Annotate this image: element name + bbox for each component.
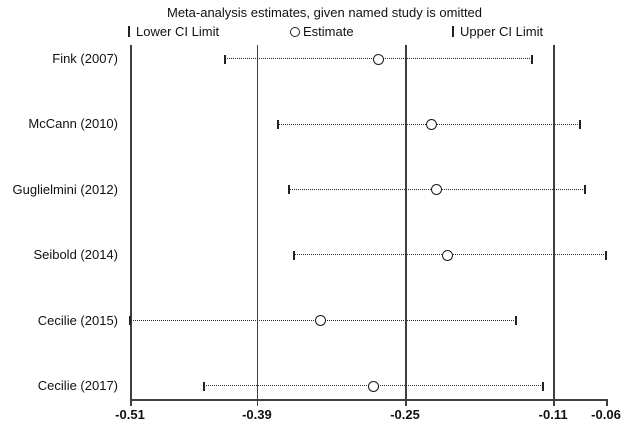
ci-cap-lower — [277, 119, 280, 129]
estimate-marker — [314, 315, 326, 327]
ci-cap-lower — [287, 185, 290, 195]
ci-cap-upper — [578, 119, 581, 129]
x-axis-tick — [130, 400, 132, 406]
study-label: Cecilie (2017) — [37, 378, 118, 393]
estimate-marker — [425, 118, 437, 130]
estimate-marker — [431, 184, 443, 196]
study-label: Seibold (2014) — [33, 247, 118, 263]
legend-estimate: Estimate — [290, 24, 354, 39]
legend-lower-ci: Lower CI Limit — [128, 24, 219, 39]
estimate-marker — [373, 53, 385, 65]
estimate-marker — [441, 249, 453, 261]
legend-upper-ci: Upper CI Limit — [452, 24, 543, 39]
estimate-marker — [367, 380, 379, 392]
ci-cap-lower — [224, 54, 227, 64]
ci-cap-upper — [541, 381, 544, 391]
plot-left-frame-line — [130, 45, 132, 399]
study-label: McCann (2010) — [28, 116, 118, 132]
estimate-circle-icon — [290, 26, 300, 37]
x-axis-tick-label: -0.06 — [591, 407, 621, 422]
study-label: Guglielmini (2012) — [12, 181, 119, 197]
ci-cap-upper — [530, 54, 533, 64]
ci-cap-upper — [583, 185, 586, 195]
ci-cap-upper — [605, 250, 607, 260]
reference-line-overall-estimate — [405, 45, 407, 399]
x-axis-tick — [606, 400, 608, 406]
ci-cap-lower — [203, 381, 206, 391]
x-axis-tick-label: -0.39 — [242, 407, 272, 422]
x-axis-tick — [256, 400, 259, 406]
x-axis-tick — [553, 400, 555, 406]
x-axis-tick-label: -0.11 — [538, 407, 568, 422]
x-axis-line — [130, 399, 608, 401]
legend-upper-label: Upper CI Limit — [460, 24, 544, 39]
legend-lower-label: Lower CI Limit — [136, 24, 220, 39]
reference-line-overall-lower-ci — [256, 45, 259, 399]
upper-ci-cap-icon — [452, 26, 454, 37]
reference-line-overall-upper-ci — [553, 45, 555, 399]
ci-cap-lower — [129, 316, 131, 326]
x-axis-tick-label: -0.25 — [390, 407, 420, 422]
study-label: Cecilie (2015) — [37, 312, 118, 328]
x-axis-tick-label: -0.51 — [115, 407, 145, 422]
legend-estimate-label: Estimate — [303, 24, 354, 39]
lower-ci-cap-icon — [128, 26, 130, 37]
ci-cap-upper — [515, 316, 518, 326]
chart-title: Meta-analysis estimates, given named stu… — [166, 5, 483, 20]
study-label: Fink (2007) — [52, 51, 118, 66]
ci-cap-lower — [292, 250, 295, 260]
x-axis-tick — [405, 400, 407, 406]
